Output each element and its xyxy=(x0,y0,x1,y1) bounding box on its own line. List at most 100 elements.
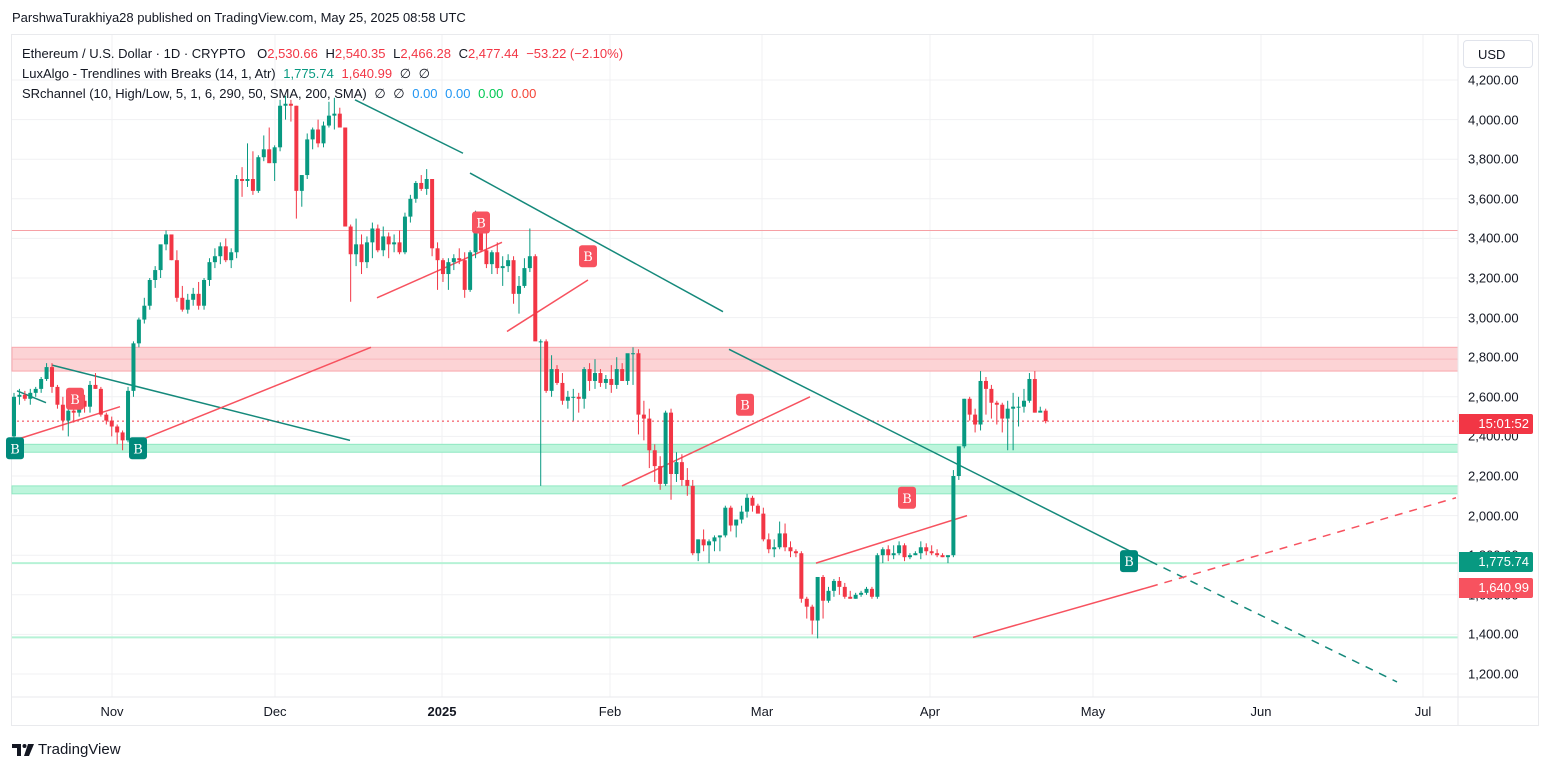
svg-text:B: B xyxy=(70,393,80,408)
candle-body xyxy=(218,246,223,257)
candle-body xyxy=(267,149,272,164)
candle-body xyxy=(609,378,614,385)
candle-body xyxy=(641,414,646,419)
close-value: 2,477.44 xyxy=(467,46,519,61)
candle-body xyxy=(17,394,22,397)
candle-body xyxy=(430,179,435,249)
close-label: C xyxy=(458,46,468,61)
candle-body xyxy=(674,462,679,475)
indicator-srchannel-name: SRchannel (10, High/Low, 5, 1, 6, 290, 5… xyxy=(22,86,367,101)
candle-body xyxy=(983,380,988,389)
candle-body xyxy=(506,260,511,267)
candle-body xyxy=(913,553,918,556)
na-value-icon: ∅ xyxy=(393,86,405,101)
candle-body xyxy=(169,234,174,261)
candle-body xyxy=(723,507,728,536)
time-axis-label: Dec xyxy=(263,704,287,719)
candle-body xyxy=(50,367,55,387)
price-axis-label: 4,000.00 xyxy=(1468,112,1519,128)
candle-body xyxy=(381,236,386,251)
time-axis-label: Apr xyxy=(919,704,941,719)
time-axis-label: 2025 xyxy=(427,704,457,719)
candle-body xyxy=(571,396,576,398)
candle-body xyxy=(354,244,359,255)
time-axis-label: Mar xyxy=(750,704,774,719)
candle-body xyxy=(766,539,771,550)
candle-body xyxy=(375,228,380,251)
candle-body xyxy=(397,242,402,253)
candle-body xyxy=(1000,404,1005,419)
ascending-trendline xyxy=(139,346,372,442)
candle-body xyxy=(1032,378,1037,413)
candle-body xyxy=(620,369,625,381)
candle-body xyxy=(777,533,782,548)
candle-body xyxy=(202,279,207,306)
candle-body xyxy=(256,157,261,191)
candle-body xyxy=(793,551,798,554)
candle-body xyxy=(343,127,348,227)
candle-body xyxy=(625,353,630,381)
price-axis-label: 4,200.00 xyxy=(1468,72,1519,88)
candle-body xyxy=(663,412,668,484)
time-axis-label: Jun xyxy=(1250,704,1272,719)
symbol-title[interactable]: Ethereum / U.S. Dollar · 1D · CRYPTO xyxy=(22,46,246,61)
candle-body xyxy=(848,596,853,599)
candle-body xyxy=(669,412,674,475)
legend-indicator-luxalgo[interactable]: LuxAlgo - Trendlines with Breaks (14, 1,… xyxy=(22,64,623,84)
candle-body xyxy=(489,252,494,265)
candle-body xyxy=(98,388,103,415)
candle-body xyxy=(864,588,869,593)
currency-button[interactable]: USD xyxy=(1463,40,1533,68)
candle-body xyxy=(690,485,695,554)
svg-text:B: B xyxy=(476,217,486,232)
candle-body xyxy=(842,586,847,597)
candle-body xyxy=(935,553,940,556)
descending-trendline xyxy=(51,364,351,442)
price-axis-label: 2,800.00 xyxy=(1468,349,1519,365)
high-value: 2,540.35 xyxy=(334,46,386,61)
candle-body xyxy=(717,535,722,538)
price-axis-label: 1,200.00 xyxy=(1468,666,1519,682)
candle-body xyxy=(359,244,364,263)
candle-body xyxy=(120,432,125,441)
candle-body xyxy=(39,378,44,389)
candle-body xyxy=(88,384,93,407)
tradingview-brand[interactable]: TradingView xyxy=(12,741,121,758)
candle-body xyxy=(142,305,147,320)
candle-body xyxy=(413,182,418,199)
svg-text:B: B xyxy=(1124,555,1134,570)
candle-body xyxy=(652,450,657,467)
candle-body xyxy=(929,551,934,554)
upper-trendline-tag: 1,775.74 xyxy=(1459,552,1533,572)
price-axis-label: 2,200.00 xyxy=(1468,468,1519,484)
time-axis-label: May xyxy=(1080,704,1106,719)
candle-body xyxy=(603,378,608,383)
candle-body xyxy=(180,297,185,310)
candle-body xyxy=(104,414,109,421)
candle-body xyxy=(728,507,733,526)
candle-body xyxy=(891,553,896,556)
candle-body xyxy=(82,400,87,407)
candle-body xyxy=(44,367,49,379)
candle-body xyxy=(234,179,239,253)
candle-body xyxy=(28,392,33,399)
candle-body xyxy=(305,139,310,176)
candle-body xyxy=(240,179,245,181)
candle-body xyxy=(614,369,619,385)
candle-body xyxy=(12,396,16,437)
candle-body xyxy=(131,343,136,391)
candle-body xyxy=(598,373,603,383)
candle-body xyxy=(424,179,429,189)
legend-indicator-srchannel[interactable]: SRchannel (10, High/Low, 5, 1, 6, 290, 5… xyxy=(22,84,623,104)
price-axis-label: 3,400.00 xyxy=(1468,230,1519,246)
candle-body xyxy=(853,594,858,599)
candle-body xyxy=(994,402,999,405)
candle-body xyxy=(880,549,885,556)
candle-body xyxy=(364,242,369,263)
svg-text:B: B xyxy=(10,442,20,457)
candle-body xyxy=(158,244,163,271)
lower-trendline-tag: 1,640.99 xyxy=(1459,578,1533,598)
bullish-break-label: B xyxy=(1120,550,1138,573)
candle-body xyxy=(55,386,60,405)
